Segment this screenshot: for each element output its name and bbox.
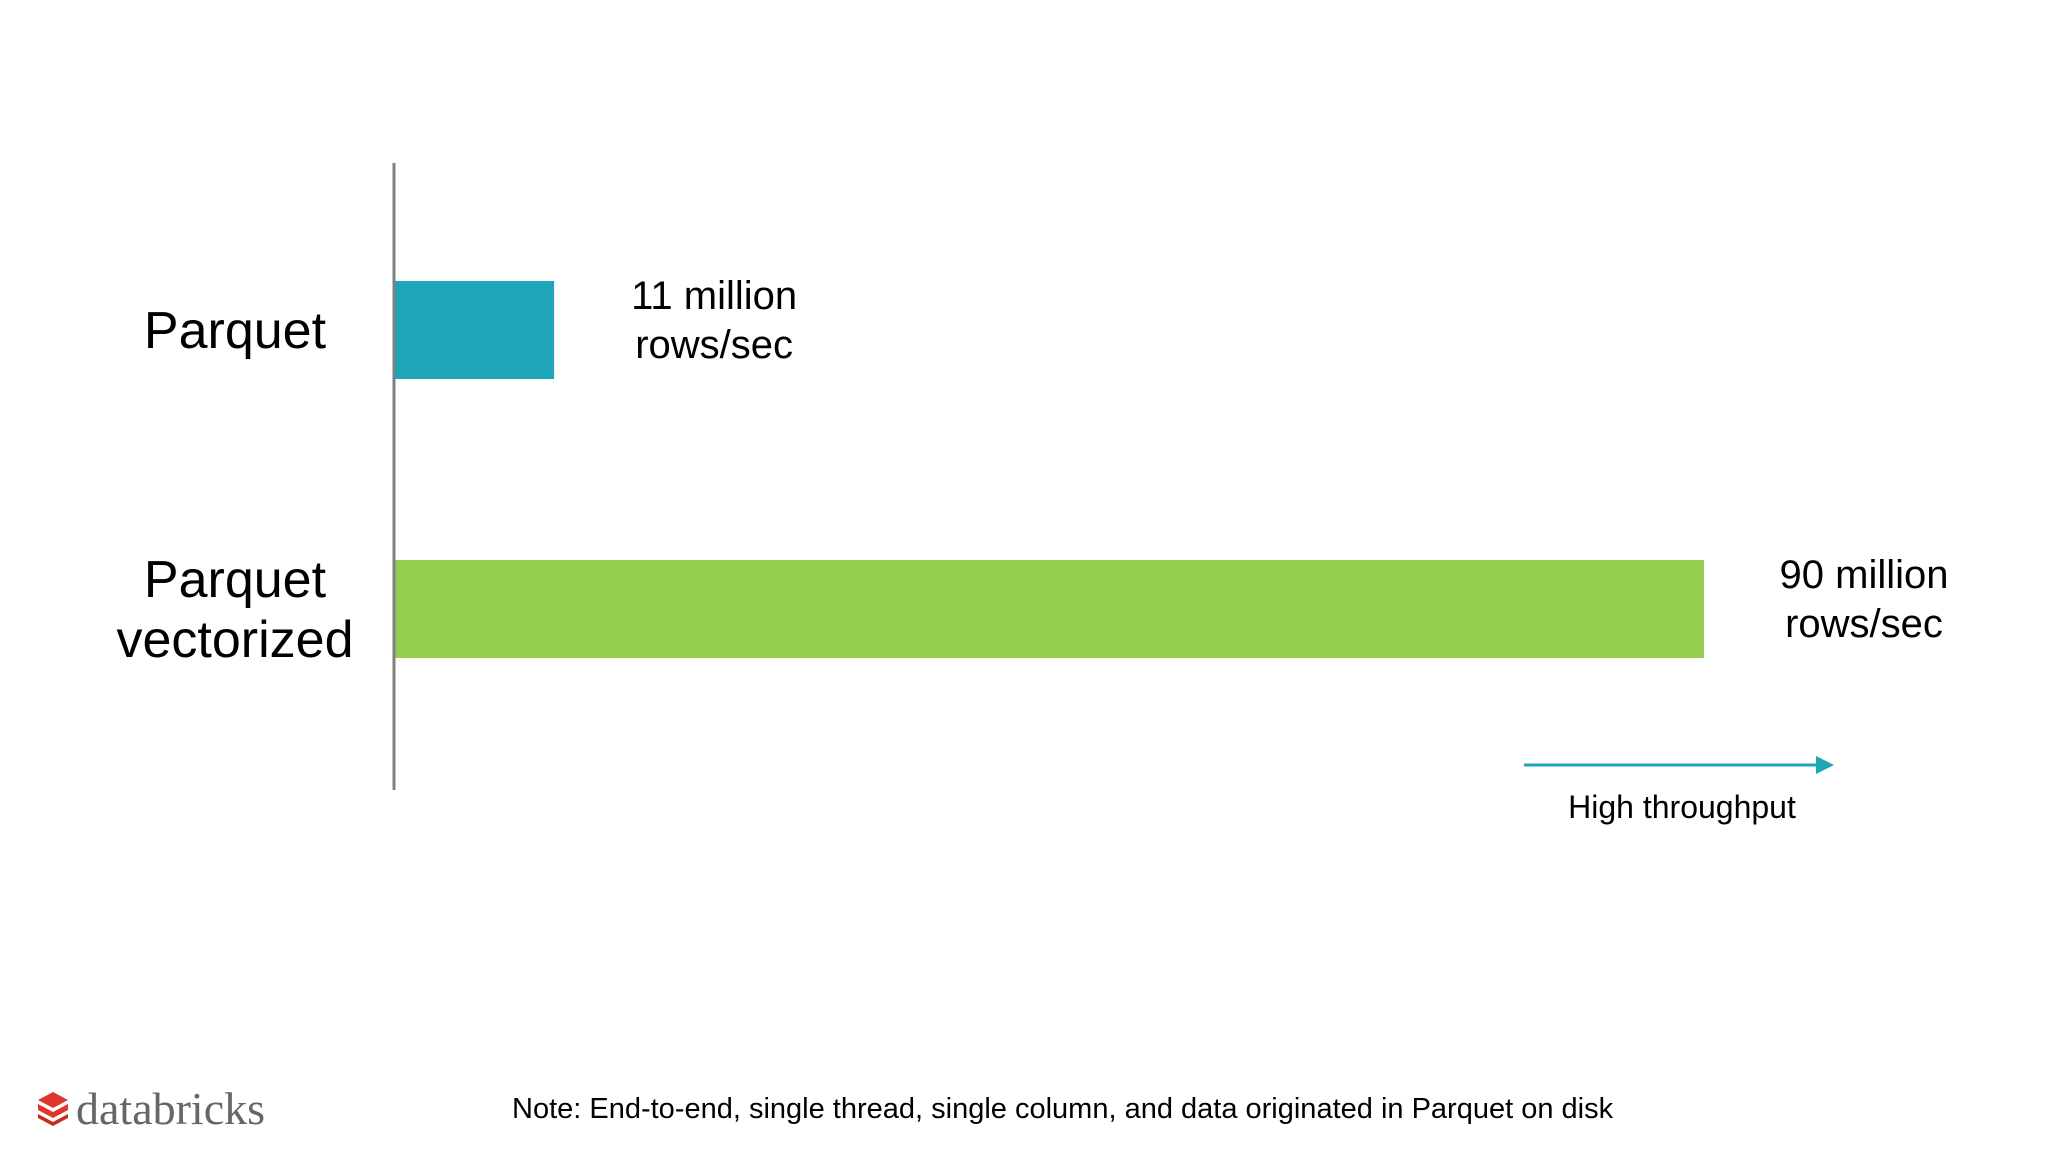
category-label-1: Parquet vectorized (117, 551, 354, 669)
throughput-arrow-head-icon (1816, 756, 1834, 774)
logo-text: databricks (76, 1083, 266, 1134)
arrow-label: High throughput (1568, 789, 1796, 825)
databricks-logo: databricks (36, 1084, 265, 1134)
value-label-0: 11 million rows/sec (631, 274, 797, 367)
bar-0 (394, 281, 555, 379)
category-label-0: Parquet (144, 302, 327, 360)
value-label-1: 90 million rows/sec (1780, 553, 1949, 646)
footnote: Note: End-to-end, single thread, single … (512, 1093, 1614, 1125)
databricks-logo-icon (38, 1092, 68, 1126)
bar-1 (394, 560, 1704, 658)
